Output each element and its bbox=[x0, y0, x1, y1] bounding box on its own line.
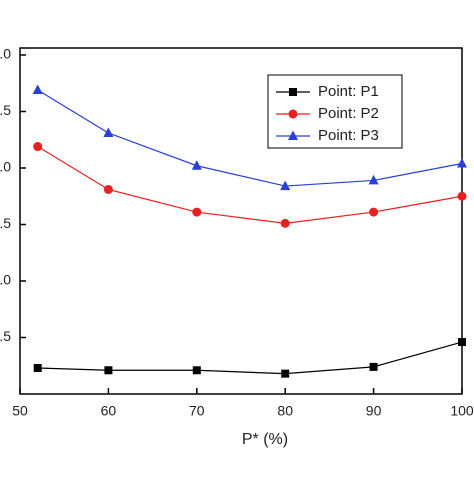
x-tick-label: 70 bbox=[189, 403, 205, 419]
plot-frame bbox=[19, 47, 463, 395]
marker bbox=[457, 191, 467, 201]
marker bbox=[288, 130, 298, 140]
x-tick-label: 80 bbox=[277, 403, 293, 419]
marker bbox=[281, 369, 290, 378]
marker bbox=[369, 207, 379, 217]
marker bbox=[192, 366, 201, 375]
y-tick-label: 2.5 bbox=[0, 102, 11, 118]
marker bbox=[33, 142, 43, 152]
marker bbox=[288, 109, 298, 119]
marker bbox=[458, 338, 466, 347]
marker bbox=[280, 218, 290, 228]
marker bbox=[104, 366, 113, 375]
marker bbox=[289, 88, 297, 96]
x-tick-label: 50 bbox=[12, 403, 28, 419]
series-line bbox=[37, 341, 463, 375]
legend-label: Point: P3 bbox=[318, 127, 379, 144]
y-tick-label: 0.5 bbox=[0, 328, 11, 344]
marker bbox=[369, 362, 378, 371]
y-tick-label: 1.5 bbox=[0, 215, 11, 231]
marker bbox=[103, 127, 114, 137]
legend-label: Point: P2 bbox=[318, 105, 379, 122]
marker bbox=[192, 207, 202, 217]
y-tick-label: 3.0 bbox=[0, 46, 11, 62]
legend-label: Point: P1 bbox=[318, 83, 379, 100]
marker bbox=[280, 180, 291, 191]
marker bbox=[191, 160, 202, 170]
marker bbox=[368, 174, 379, 185]
x-axis-label: P* (%) bbox=[242, 431, 288, 448]
x-tick-label: 100 bbox=[450, 403, 474, 419]
y-tick-label: 1.0 bbox=[0, 272, 11, 288]
marker bbox=[33, 364, 42, 373]
marker bbox=[103, 184, 113, 194]
marker bbox=[457, 157, 467, 168]
y-tick-label: 2.0 bbox=[0, 159, 11, 175]
series-line bbox=[37, 89, 463, 187]
x-tick-label: 90 bbox=[366, 403, 382, 419]
x-tick-label: 60 bbox=[101, 403, 117, 419]
series-line bbox=[37, 146, 463, 224]
marker bbox=[32, 84, 43, 95]
